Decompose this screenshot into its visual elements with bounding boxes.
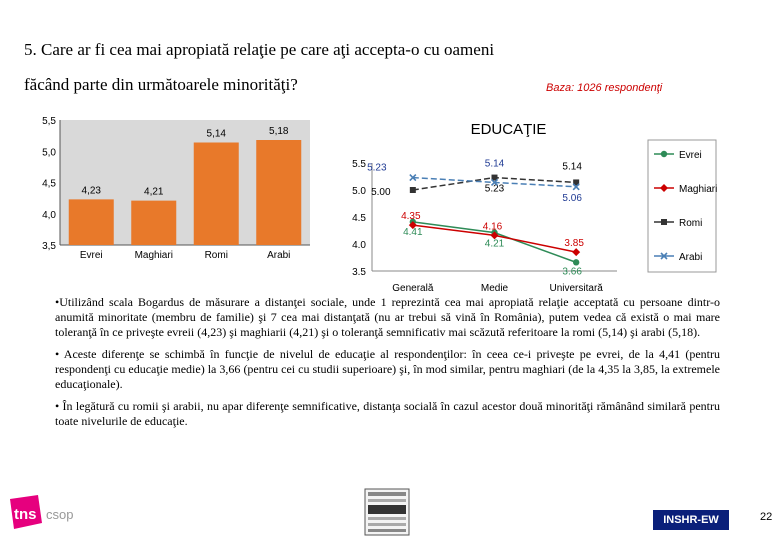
point-label-maghiari: 3.85 [564, 238, 584, 249]
tns-logo-shape [10, 495, 42, 529]
legend-box [647, 139, 717, 273]
line-x-tick-label: Generală [392, 283, 434, 294]
slide-title-line2: făcând parte din următoarele minorităţi? [24, 75, 298, 94]
point-label-arabi: 5.06 [562, 193, 582, 204]
legend-label-maghiari: Maghiari [679, 184, 717, 195]
point-label-arabi: 5.14 [485, 158, 505, 169]
bar-category-label: Evrei [80, 250, 103, 261]
point-romi [491, 174, 498, 181]
body-text: •Utilizând scala Bogardus de măsurare a … [55, 295, 720, 436]
bar-maghiari [131, 200, 177, 245]
point-label-romi: 5.23 [485, 184, 505, 195]
legend-marker-evrei [660, 150, 668, 158]
tns-logo-text: tns [14, 506, 37, 523]
legend-marker-arabi [660, 252, 668, 260]
bar-y-tick-label: 5,0 [42, 147, 56, 158]
line-y-tick-label: 4.5 [352, 213, 366, 224]
slide-title-line1: 5. Care ar fi cea mai apropiată relaţie … [24, 40, 495, 59]
line-x-tick-label: Medie [481, 283, 509, 294]
line-y-tick-label: 5.0 [352, 186, 366, 197]
body-paragraph-3: • În legătură cu romii şi arabii, nu apa… [55, 399, 720, 428]
bar-category-label: Romi [205, 250, 228, 261]
point-arabi [409, 174, 417, 182]
bar-value-label: 4,21 [144, 187, 164, 198]
legend-label-evrei: Evrei [679, 150, 702, 161]
legend-label-romi: Romi [679, 218, 702, 229]
bar-romi [193, 142, 239, 245]
bar-arabi [256, 140, 302, 245]
point-label-romi: 5.00 [371, 187, 391, 198]
bar-value-label: 5,14 [207, 129, 227, 140]
line-x-tick-label: Universitară [549, 283, 603, 294]
body-paragraph-1: •Utilizând scala Bogardus de măsurare a … [55, 295, 720, 339]
itf-holocaust-logo [364, 488, 410, 536]
point-label-evrei: 3.66 [562, 266, 582, 277]
bar-y-tick-label: 4,0 [42, 210, 56, 221]
point-label-maghiari: 4.16 [483, 221, 503, 232]
point-label-romi: 5.14 [562, 161, 582, 172]
bar-y-tick-label: 4,5 [42, 179, 56, 190]
point-romi [409, 187, 416, 193]
point-label-arabi: 5.23 [367, 163, 387, 174]
point-label-evrei: 4.41 [403, 227, 423, 238]
bar-evrei [68, 199, 114, 245]
bar-value-label: 4,23 [82, 185, 102, 196]
bar-y-tick-label: 3,5 [42, 241, 56, 252]
tns-csop-logo: tns csop [10, 495, 73, 529]
point-label-evrei: 4.21 [485, 239, 505, 250]
base-respondents-note: Baza: 1026 respondenţi [546, 82, 663, 94]
point-maghiari [490, 231, 499, 240]
bar-category-label: Maghiari [135, 250, 173, 261]
point-evrei [572, 259, 580, 266]
point-label-maghiari: 4.35 [401, 211, 421, 222]
point-maghiari [408, 221, 417, 230]
point-arabi [572, 183, 580, 191]
csop-logo-text: csop [46, 507, 73, 522]
bar-value-label: 5,18 [269, 126, 289, 137]
point-romi [573, 179, 580, 186]
page-number: 22 [760, 511, 773, 523]
line-chart-title: EDUCAŢIE [471, 121, 547, 138]
point-maghiari [572, 248, 581, 257]
bar-chart-minorities: 3,5 4,0 4,5 5,0 5,5 4,23 Evrei 4,21 Maghiari 5,14… [42, 116, 310, 261]
inshr-ew-badge: INSHR-EW [653, 510, 729, 530]
legend-marker-romi [661, 219, 667, 225]
line-y-tick-label: 4.0 [352, 240, 366, 251]
legend-marker-maghiari [660, 184, 668, 192]
line-y-tick-label: 5.5 [352, 159, 366, 170]
point-arabi [490, 178, 499, 187]
bar-category-label: Arabi [267, 250, 290, 261]
legend-label-arabi: Arabi [679, 252, 702, 263]
body-paragraph-2: • Aceste diferenţe se schimbă în funcţie… [55, 347, 720, 391]
line-chart-education: EDUCAŢIE 3.5 4.0 4.5 5.0 5.5 Generală Medie Univ… [352, 121, 717, 294]
line-y-tick-label: 3.5 [352, 267, 366, 278]
bar-y-tick-label: 5,5 [42, 116, 56, 127]
